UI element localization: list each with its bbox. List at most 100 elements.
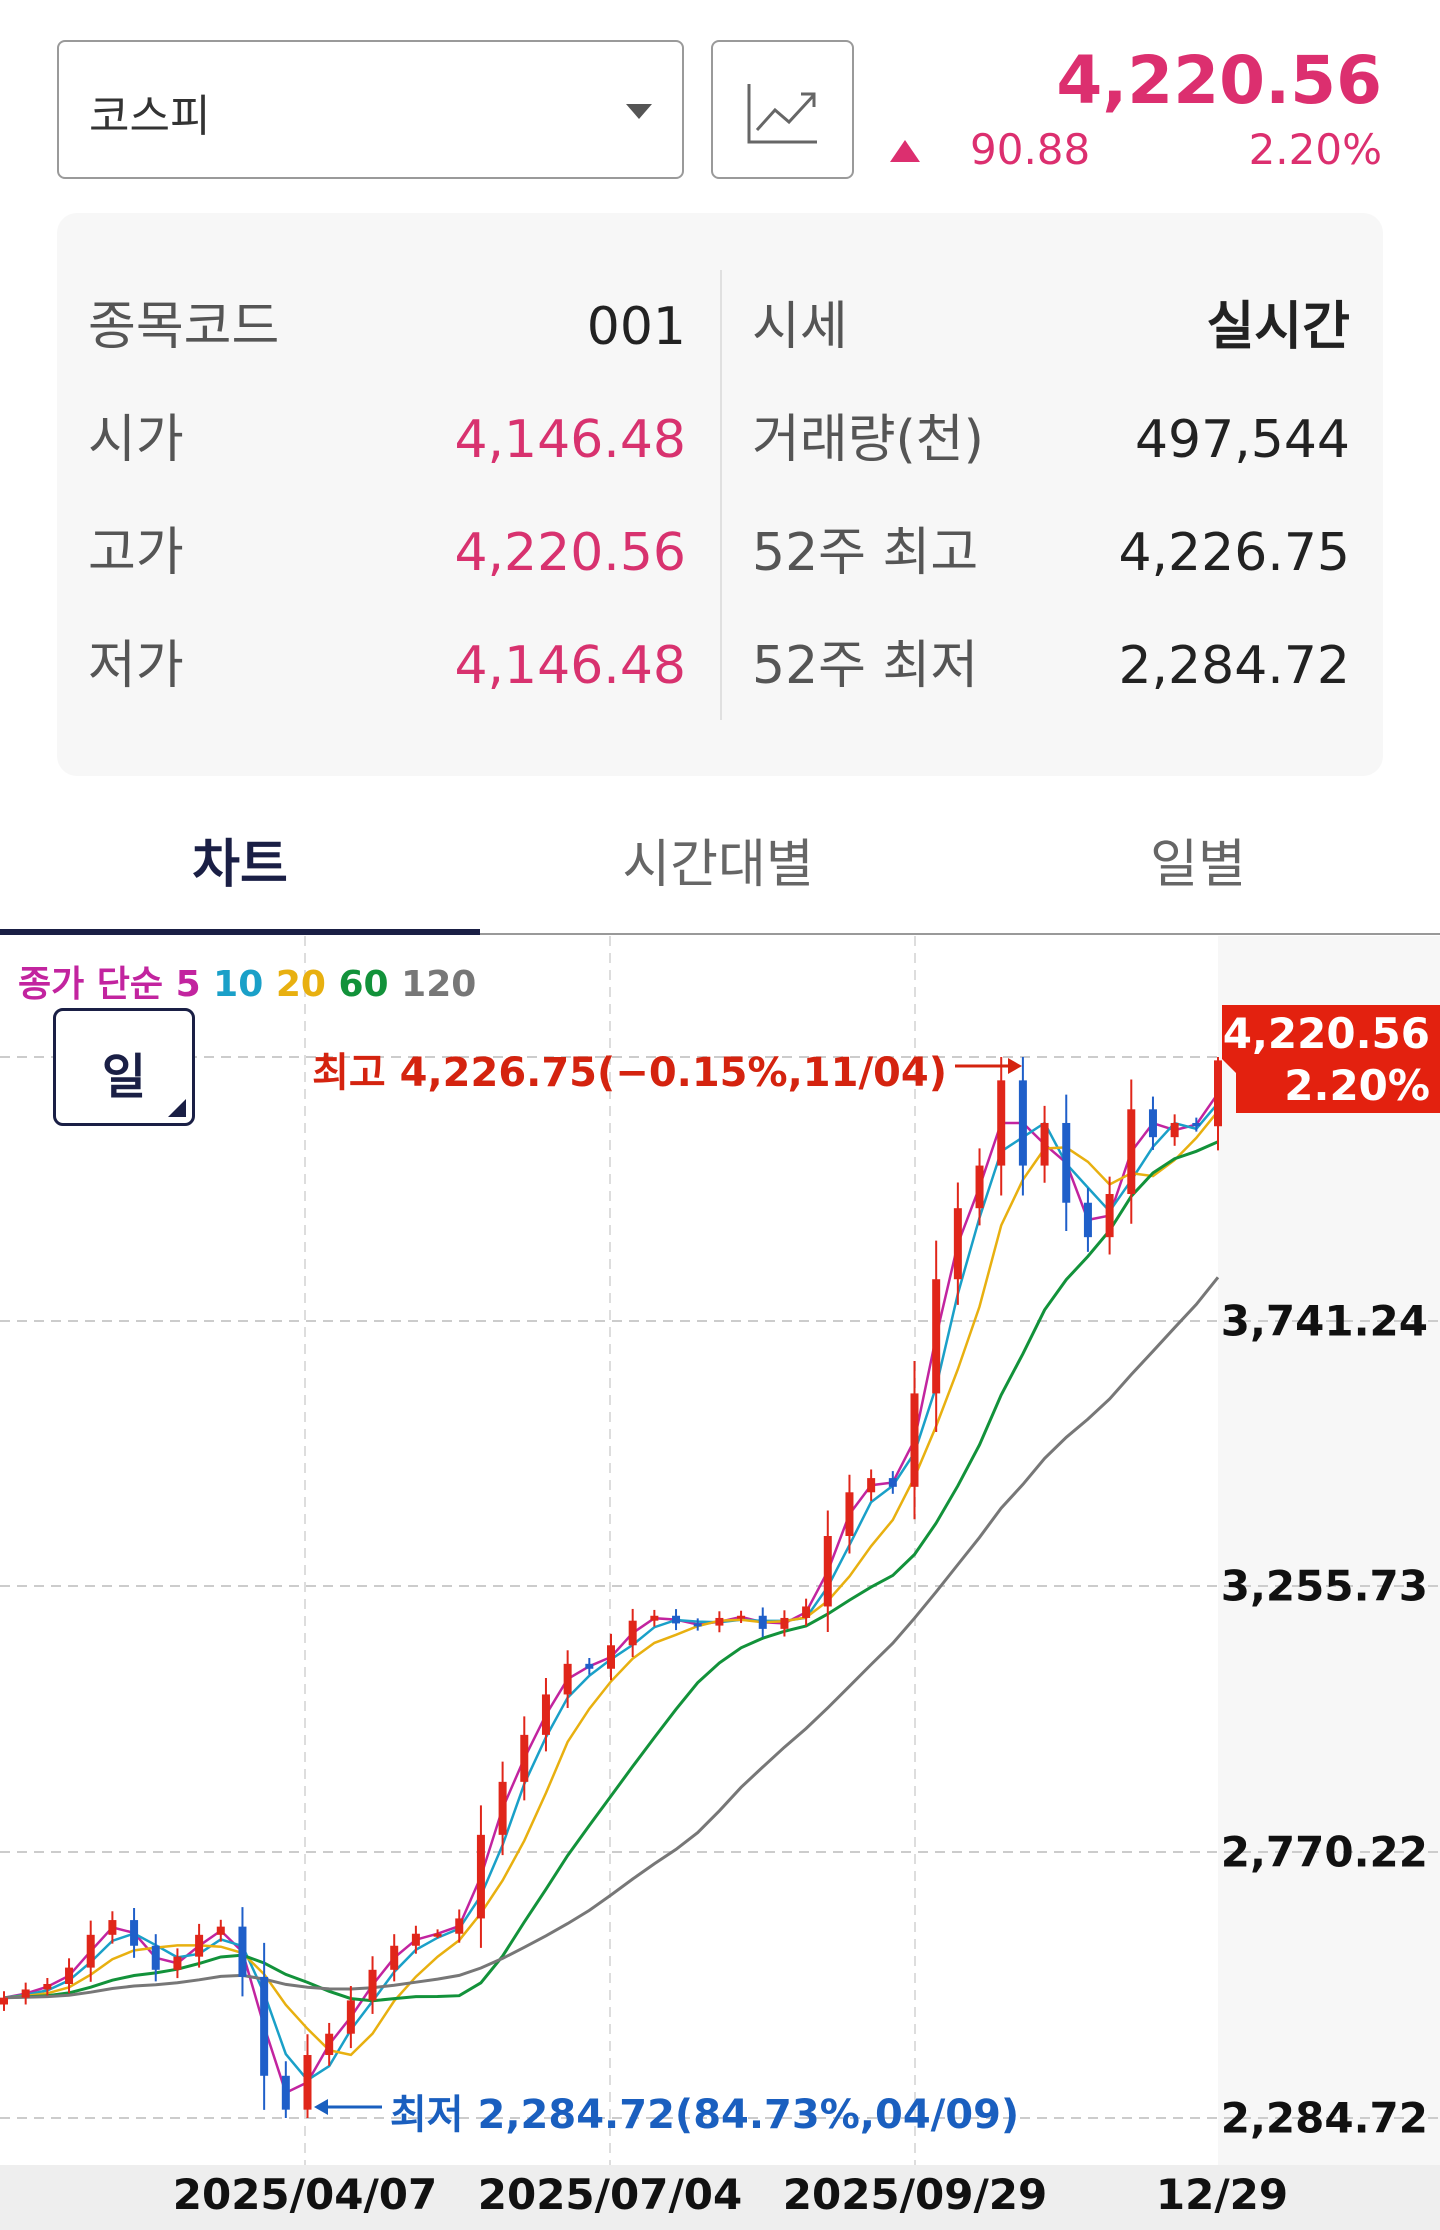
legend-ma5: 5: [175, 964, 201, 1005]
quote-info-panel: 종목코드 001 시가 4,146.48 고가 4,220.56 저가 4,14…: [57, 213, 1383, 776]
candle-body: [520, 1734, 529, 1782]
candle-body: [932, 1279, 941, 1394]
min-annotation: 최저 2,284.72(84.73%,04/09): [390, 2092, 1020, 2138]
candle-body: [1083, 1202, 1092, 1238]
info-value: 실시간: [1206, 297, 1350, 357]
x-tick-label: 2025/04/07: [172, 2170, 438, 2219]
info-value: 497,544: [1134, 410, 1350, 470]
candle-body: [65, 1967, 74, 1984]
info-value: 4,146.48: [454, 636, 686, 696]
tab-divider: [0, 933, 1440, 935]
x-tick-label: 2025/07/04: [477, 2170, 743, 2219]
candle-body: [173, 1956, 182, 1970]
candle-body: [628, 1620, 637, 1646]
candle-body: [433, 1933, 442, 1937]
info-label: 52주 최고: [752, 523, 979, 583]
candle-body: [541, 1694, 550, 1735]
up-arrow-icon: [890, 140, 920, 162]
candle-body: [650, 1615, 659, 1621]
candle-body: [1105, 1193, 1114, 1238]
tag-percent: 2.20%: [1284, 1061, 1430, 1110]
price-change-percent: 2.20%: [1248, 125, 1382, 174]
chevron-down-icon: [626, 104, 652, 119]
index-dropdown-value: 코스피: [89, 91, 211, 142]
candle-body: [1040, 1122, 1049, 1166]
candle-body: [1170, 1122, 1179, 1138]
info-label: 거래량(천): [752, 410, 984, 470]
info-label: 고가: [88, 523, 184, 583]
legend-ma10: 10: [213, 964, 264, 1005]
candle-body: [476, 1834, 485, 1919]
info-label: 시가: [88, 410, 184, 470]
candle-body: [1192, 1122, 1201, 1127]
info-label: 52주 최저: [752, 636, 979, 696]
legend-ma60: 60: [338, 964, 389, 1005]
active-tab-indicator: [0, 929, 480, 935]
info-value: 4,220.56: [454, 523, 686, 583]
candle-body: [1127, 1109, 1136, 1194]
candle-body: [238, 1926, 247, 1977]
candle-body: [1214, 1060, 1222, 1127]
candle-body: [845, 1492, 854, 1536]
chart-view-button[interactable]: [711, 40, 854, 179]
candle-body: [672, 1615, 681, 1624]
candle-body: [867, 1478, 876, 1493]
info-label: 시세: [752, 297, 848, 357]
candle-body: [1018, 1080, 1027, 1166]
tab-chart[interactable]: 차트: [192, 835, 288, 895]
info-label: 종목코드: [88, 297, 280, 357]
min-arrow-head-icon: [314, 2099, 328, 2115]
max-annotation: 최고 4,226.75(−0.15%,11/04): [312, 1050, 947, 1096]
candle-body: [715, 1617, 724, 1626]
candle-body: [585, 1663, 594, 1669]
ma-legend: 종가 단순 5 10 20 60 120: [18, 955, 476, 1007]
legend-ma120: 120: [401, 964, 477, 1005]
candle-body: [368, 1969, 377, 2001]
period-button[interactable]: 일: [53, 1008, 195, 1126]
legend-prefix: 종가 단순: [18, 964, 164, 1005]
y-tick-label: 3,741.24: [1220, 1296, 1428, 1346]
line-chart-icon: [747, 84, 817, 144]
candle-body: [1062, 1122, 1071, 1203]
candle-body: [281, 2075, 290, 2110]
candle-body: [997, 1080, 1006, 1166]
candle-body: [325, 2033, 334, 2056]
candle-body: [216, 1926, 225, 1935]
candle-body: [823, 1535, 832, 1607]
divider: [720, 270, 722, 720]
candle-body: [455, 1918, 464, 1934]
info-label: 저가: [88, 636, 184, 696]
legend-ma20: 20: [275, 964, 326, 1005]
period-button-label: 일: [101, 1049, 147, 1105]
candle-body: [780, 1617, 789, 1629]
candle-body: [758, 1615, 767, 1629]
candle-body: [953, 1208, 962, 1280]
candle-body: [411, 1933, 420, 1946]
candle-body: [21, 1989, 30, 1998]
candle-body: [303, 2055, 312, 2110]
corner-triangle-icon: [168, 1099, 186, 1117]
candle-body: [43, 1983, 52, 1990]
candle-body: [195, 1934, 204, 1957]
candle-body: [130, 1920, 139, 1946]
index-dropdown[interactable]: 코스피: [57, 40, 684, 179]
line-ma60: [3, 1140, 1219, 2003]
x-tick-label: 2025/09/29: [782, 2170, 1048, 2219]
info-value: 4,226.75: [1118, 523, 1350, 583]
tag-price: 4,220.56: [1222, 1009, 1430, 1058]
candle-body: [151, 1945, 160, 1970]
tab-daily[interactable]: 일별: [1150, 835, 1246, 895]
candle-body: [390, 1945, 399, 1970]
tab-by-time[interactable]: 시간대별: [622, 835, 814, 895]
candle-body: [607, 1645, 615, 1669]
info-value: 2,284.72: [1118, 636, 1350, 696]
current-price-tag: 4,220.56 2.20%: [1222, 1005, 1440, 1113]
candle-body: [498, 1781, 507, 1835]
price-tag-shape: [1222, 1005, 1440, 1113]
candle-body: [1148, 1109, 1157, 1138]
candle-body: [346, 2000, 355, 2034]
candle-body: [975, 1165, 984, 1209]
candle-body: [737, 1615, 746, 1619]
candle-body: [86, 1934, 95, 1968]
